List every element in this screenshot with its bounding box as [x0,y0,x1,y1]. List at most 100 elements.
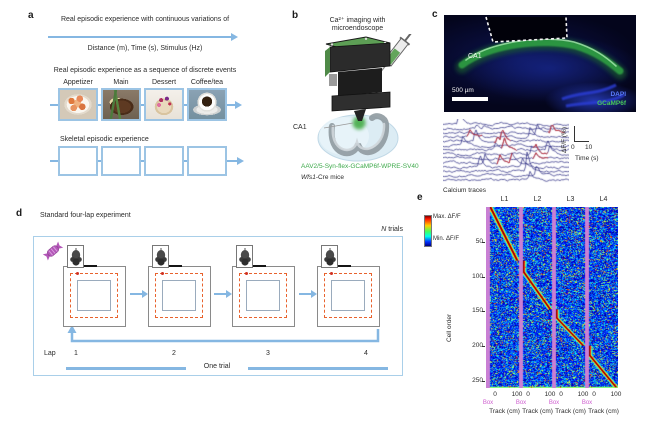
running-path-dashed [324,273,372,318]
y-tick-mark [482,381,485,383]
event-label-appetizer: Appetizer [63,79,93,86]
event-label-coffee: Coffee/tea [190,79,224,86]
track-tick-100: 100 [577,391,589,398]
gcamp-band [458,39,624,75]
lap-number-1: 1 [74,350,78,357]
mouse-line-label: Wfs1-Cre mice [301,174,344,181]
arena-inner-wall [246,280,280,311]
four-lap-title: Standard four-lap experiment [40,212,131,219]
lens-tract-shadow [486,17,567,42]
time-axis-label: Time (s) [575,155,599,162]
histology-overlays [455,16,627,108]
colorbar-max-label: Max. ΔF/F [433,214,461,220]
n-symbol: N [381,226,387,233]
lap-column-label: L1 [500,196,509,203]
discrete-experience-title: Real episodic experience as a sequence o… [53,67,237,74]
coffee-tea-photo [187,88,227,121]
track-tick-0: 0 [592,391,596,398]
y-tick-mark [482,346,485,348]
calcium-traces-caption: Calcium traces [443,187,486,194]
scope-side-pcb [325,47,330,77]
lap-4-arena [317,245,381,329]
lens-outline-dashed [485,16,568,43]
skeletal-box-1 [58,146,98,176]
trials-suffix: trials [386,226,403,233]
y-tick-mark [482,241,485,243]
box-period-label: Box [515,400,527,406]
box-period-label: Box [548,400,560,406]
main-course-photo [101,88,141,121]
cell-order-tick: 100 [472,272,483,280]
track-tick-0: 0 [559,391,563,398]
place-cell-heatmap-panel: e Max. ΔF/F Min. ΔF/F Cell order L1 L2 L3 L… [415,192,650,423]
track-tick-0: 0 [493,391,497,398]
mouse-icon [239,248,251,266]
mouse-icon [324,248,336,266]
histology-image: CA1 500 µm DAPI GCaMP6f [444,15,636,112]
start-box-door [169,264,182,267]
y-tick-mark [482,276,485,278]
track-cm-axis-label: Track (cm) [489,408,520,415]
event-label-dessert: Dessert [151,79,177,86]
lap-column-label: L2 [533,196,542,203]
arena-inner-wall [162,280,196,311]
running-path-dashed [70,273,118,318]
track-tick-100: 100 [544,391,556,398]
lap-column-label: L3 [566,196,575,203]
miniscope-brain-illustration [317,34,412,162]
panel-c-label: c [432,9,438,20]
dapi-streaks [561,83,625,108]
reward-site-dot [76,271,79,275]
panel-e-label: e [417,192,423,203]
running-path-dashed [155,273,203,318]
miniscope-title-line2: microendoscope [331,25,384,32]
lap-column-label: L4 [599,196,608,203]
skeletal-sequence-arrow-head-icon [237,156,244,165]
lap-1-arena [63,245,127,329]
discrete-sequence-arrow-head-icon [235,100,242,109]
dff-axis-label: ΔF/F (%) [561,126,568,153]
cell-order-axis-label: Cell order [446,313,453,342]
colorbar-min-label: Min. ΔF/F [433,236,460,242]
panel-d-label: d [16,208,23,219]
box-period-label: Box [482,400,494,406]
scale-bar [452,97,488,101]
hippocampus-shape [328,113,390,157]
lap-number-3: 3 [266,350,270,357]
cell-order-tick: 250 [472,377,483,385]
event-label-main: Main [113,79,129,86]
start-box-door [338,264,351,267]
lap-2-arena [148,245,212,329]
cell-order-tick: 50 [475,237,483,245]
hippocampus-highlight [331,122,386,152]
scope-mid-body [338,68,382,96]
lap2-to-lap3-arrow [214,290,232,298]
panel-b-ca1-label: CA1 [293,124,307,131]
mouse-line-suffix: -Cre mice [315,174,344,181]
return-to-start-arrow [67,325,380,343]
appetizer-photo [58,88,98,121]
discrete-sequence-line [50,104,236,106]
lap-number-2: 2 [172,350,176,357]
panel-c-ca1-label: CA1 [468,53,482,60]
scale-bar-label: 500 µm [452,87,474,94]
lap-number-4: 4 [364,350,368,357]
y-tick-mark [482,311,485,313]
virus-construct-label: AAV2/5-Syn-flex-GCaMP6f-WPRE-SV40 [301,163,419,170]
cell-order-tick: 150 [472,307,483,315]
lap-3-arena [232,245,296,329]
scope-upper-body [329,42,391,73]
scope-side-tab [329,74,337,86]
place-field-heatmap [486,207,618,388]
panel-a-label: a [28,10,34,21]
ca1-leader-line [323,122,354,129]
miniscope-title-line1: Ca²⁺ imaging with [329,17,386,24]
box-period-label: Box [581,400,593,406]
arena-inner-wall [331,280,365,311]
cell-order-tick: 200 [472,342,483,350]
skeletal-box-3 [144,146,184,176]
continuous-arrow-line [48,36,232,38]
one-trial-label: One trial [203,363,231,370]
reward-site-dot [245,271,248,275]
track-cm-axis-label: Track (cm) [555,408,586,415]
